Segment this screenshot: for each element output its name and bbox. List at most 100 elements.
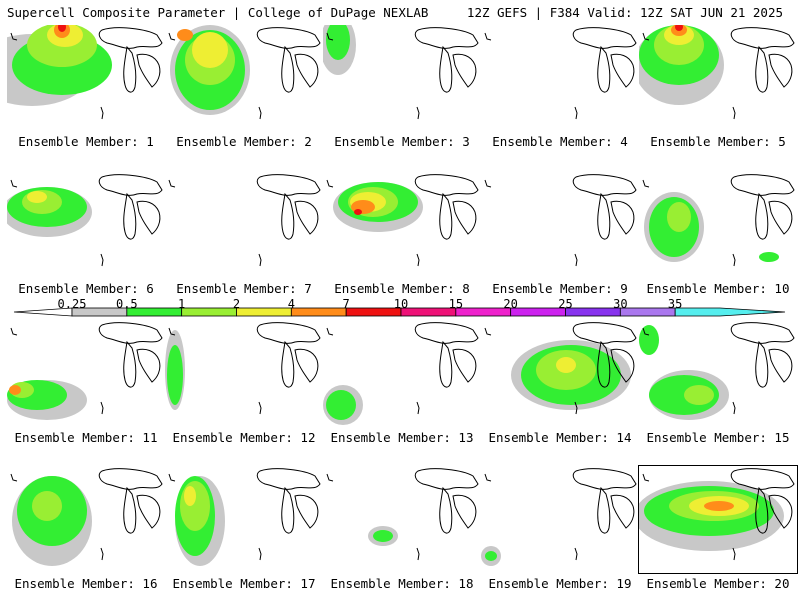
colorbar-segment-5: [290, 307, 347, 317]
scp-contour-4: [184, 486, 196, 506]
scp-contour-2: [373, 530, 393, 542]
lake-superior-outline: [98, 27, 163, 49]
river-mark: [416, 401, 420, 415]
scp-map: [165, 322, 321, 415]
member-caption-17: Ensemble Member: 17: [172, 576, 316, 591]
colorbar-segment-12: [674, 307, 786, 317]
colorbar-segment-6: [345, 307, 402, 317]
west-lake-mark: [10, 327, 18, 336]
ensemble-panel-9: [481, 172, 639, 279]
river-mark: [258, 547, 262, 561]
colorbar-label: 2: [232, 297, 241, 311]
scp-contour-2: [326, 390, 356, 420]
colorbar-label: 30: [613, 297, 628, 311]
lake-superior-outline: [256, 468, 321, 490]
member-caption-9: Ensemble Member: 9: [492, 281, 628, 296]
lake-huron-outline: [452, 348, 477, 383]
lake-superior-outline: [572, 27, 637, 49]
lake-superior-outline: [730, 174, 795, 196]
west-lake-mark: [484, 327, 492, 336]
colorbar-label: 25: [558, 297, 573, 311]
lake-huron-outline: [610, 348, 635, 383]
lake-superior-outline: [256, 322, 321, 344]
ensemble-panel-10: [639, 172, 797, 279]
west-lake-mark: [326, 32, 334, 41]
west-lake-mark: [642, 32, 650, 41]
lake-michigan-outline: [281, 340, 295, 388]
lake-superior-outline: [414, 27, 479, 49]
colorbar-segment-10: [565, 307, 621, 317]
lake-michigan-outline: [597, 486, 611, 534]
lake-superior-outline: [572, 174, 637, 196]
scp-map: [7, 322, 163, 420]
lake-superior-outline: [730, 322, 795, 344]
lake-michigan-outline: [281, 192, 295, 240]
scp-contour-4: [639, 325, 659, 355]
west-lake-mark: [326, 327, 334, 336]
scp-contour-3: [667, 202, 691, 232]
west-lake-mark: [10, 473, 18, 482]
lake-superior-outline: [730, 27, 795, 49]
scp-map: [484, 322, 637, 415]
west-lake-mark: [642, 179, 650, 188]
model-run-info: 12Z GEFS | F384 Valid: 12Z SAT JUN 21 20…: [466, 5, 783, 20]
scp-map: [481, 468, 637, 566]
ensemble-panel-13: [323, 320, 481, 427]
lake-superior-outline: [414, 174, 479, 196]
scp-map: [168, 174, 321, 267]
colorbar-label: 35: [667, 297, 683, 311]
lake-huron-outline: [136, 348, 161, 383]
west-lake-mark: [484, 179, 492, 188]
ensemble-panel-8: [323, 172, 481, 279]
west-lake-mark: [484, 32, 492, 41]
lake-michigan-outline: [281, 486, 295, 534]
colorbar-label: 1: [178, 297, 186, 311]
lake-michigan-outline: [123, 486, 137, 534]
lake-michigan-outline: [281, 45, 295, 93]
lake-huron-outline: [294, 53, 319, 88]
lake-huron-outline: [136, 53, 161, 88]
scp-contour-3: [32, 491, 62, 521]
scp-map: [326, 468, 479, 561]
scp-contour-6: [58, 25, 66, 32]
west-lake-mark: [642, 327, 650, 336]
ensemble-panel-7: [165, 172, 323, 279]
river-mark: [100, 253, 104, 267]
west-lake-mark: [10, 32, 18, 41]
scp-contour-3: [180, 481, 210, 531]
lake-michigan-outline: [755, 45, 769, 93]
colorbar-segment-3: [181, 307, 237, 317]
ensemble-panel-2: [165, 25, 323, 132]
scp-contour-2: [326, 25, 350, 60]
scp-contour-5: [177, 29, 193, 41]
member-caption-1: Ensemble Member: 1: [18, 134, 154, 149]
ensemble-panel-3: [323, 25, 481, 132]
lake-michigan-outline: [597, 192, 611, 240]
scp-map: [168, 468, 321, 566]
colorbar-segment-4: [236, 307, 292, 317]
scp-contour-4: [556, 357, 576, 373]
colorbar-label: 0.5: [115, 297, 138, 311]
river-mark: [732, 547, 736, 561]
lake-michigan-outline: [755, 340, 769, 388]
lake-michigan-outline: [439, 340, 453, 388]
lake-huron-outline: [610, 494, 635, 529]
lake-huron-outline: [136, 494, 161, 529]
west-lake-mark: [642, 473, 650, 482]
ensemble-panel-4: [481, 25, 639, 132]
member-caption-12: Ensemble Member: 12: [172, 430, 316, 445]
river-mark: [732, 106, 736, 120]
river-mark: [258, 106, 262, 120]
lake-michigan-outline: [597, 45, 611, 93]
scp-map: [7, 174, 163, 267]
member-caption-15: Ensemble Member: 15: [646, 430, 790, 445]
colorbar-label: 15: [448, 297, 464, 311]
ensemble-panel-1: [7, 25, 165, 132]
member-caption-6: Ensemble Member: 6: [18, 281, 154, 296]
ensemble-panel-6: [7, 172, 165, 279]
west-lake-mark: [10, 179, 18, 188]
scp-map: [323, 322, 479, 425]
scp-map: [639, 468, 795, 561]
scp-contour-5: [704, 501, 734, 511]
lake-huron-outline: [768, 494, 793, 529]
